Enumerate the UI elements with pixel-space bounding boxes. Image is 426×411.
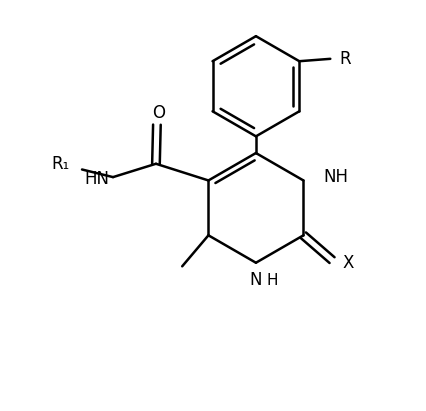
Text: R₁: R₁: [51, 155, 69, 173]
Text: H: H: [266, 273, 278, 288]
Text: NH: NH: [323, 168, 348, 186]
Text: O: O: [152, 104, 165, 122]
Text: X: X: [343, 254, 354, 272]
Text: HN: HN: [84, 170, 109, 188]
Text: N: N: [250, 271, 262, 289]
Text: R: R: [339, 50, 351, 68]
